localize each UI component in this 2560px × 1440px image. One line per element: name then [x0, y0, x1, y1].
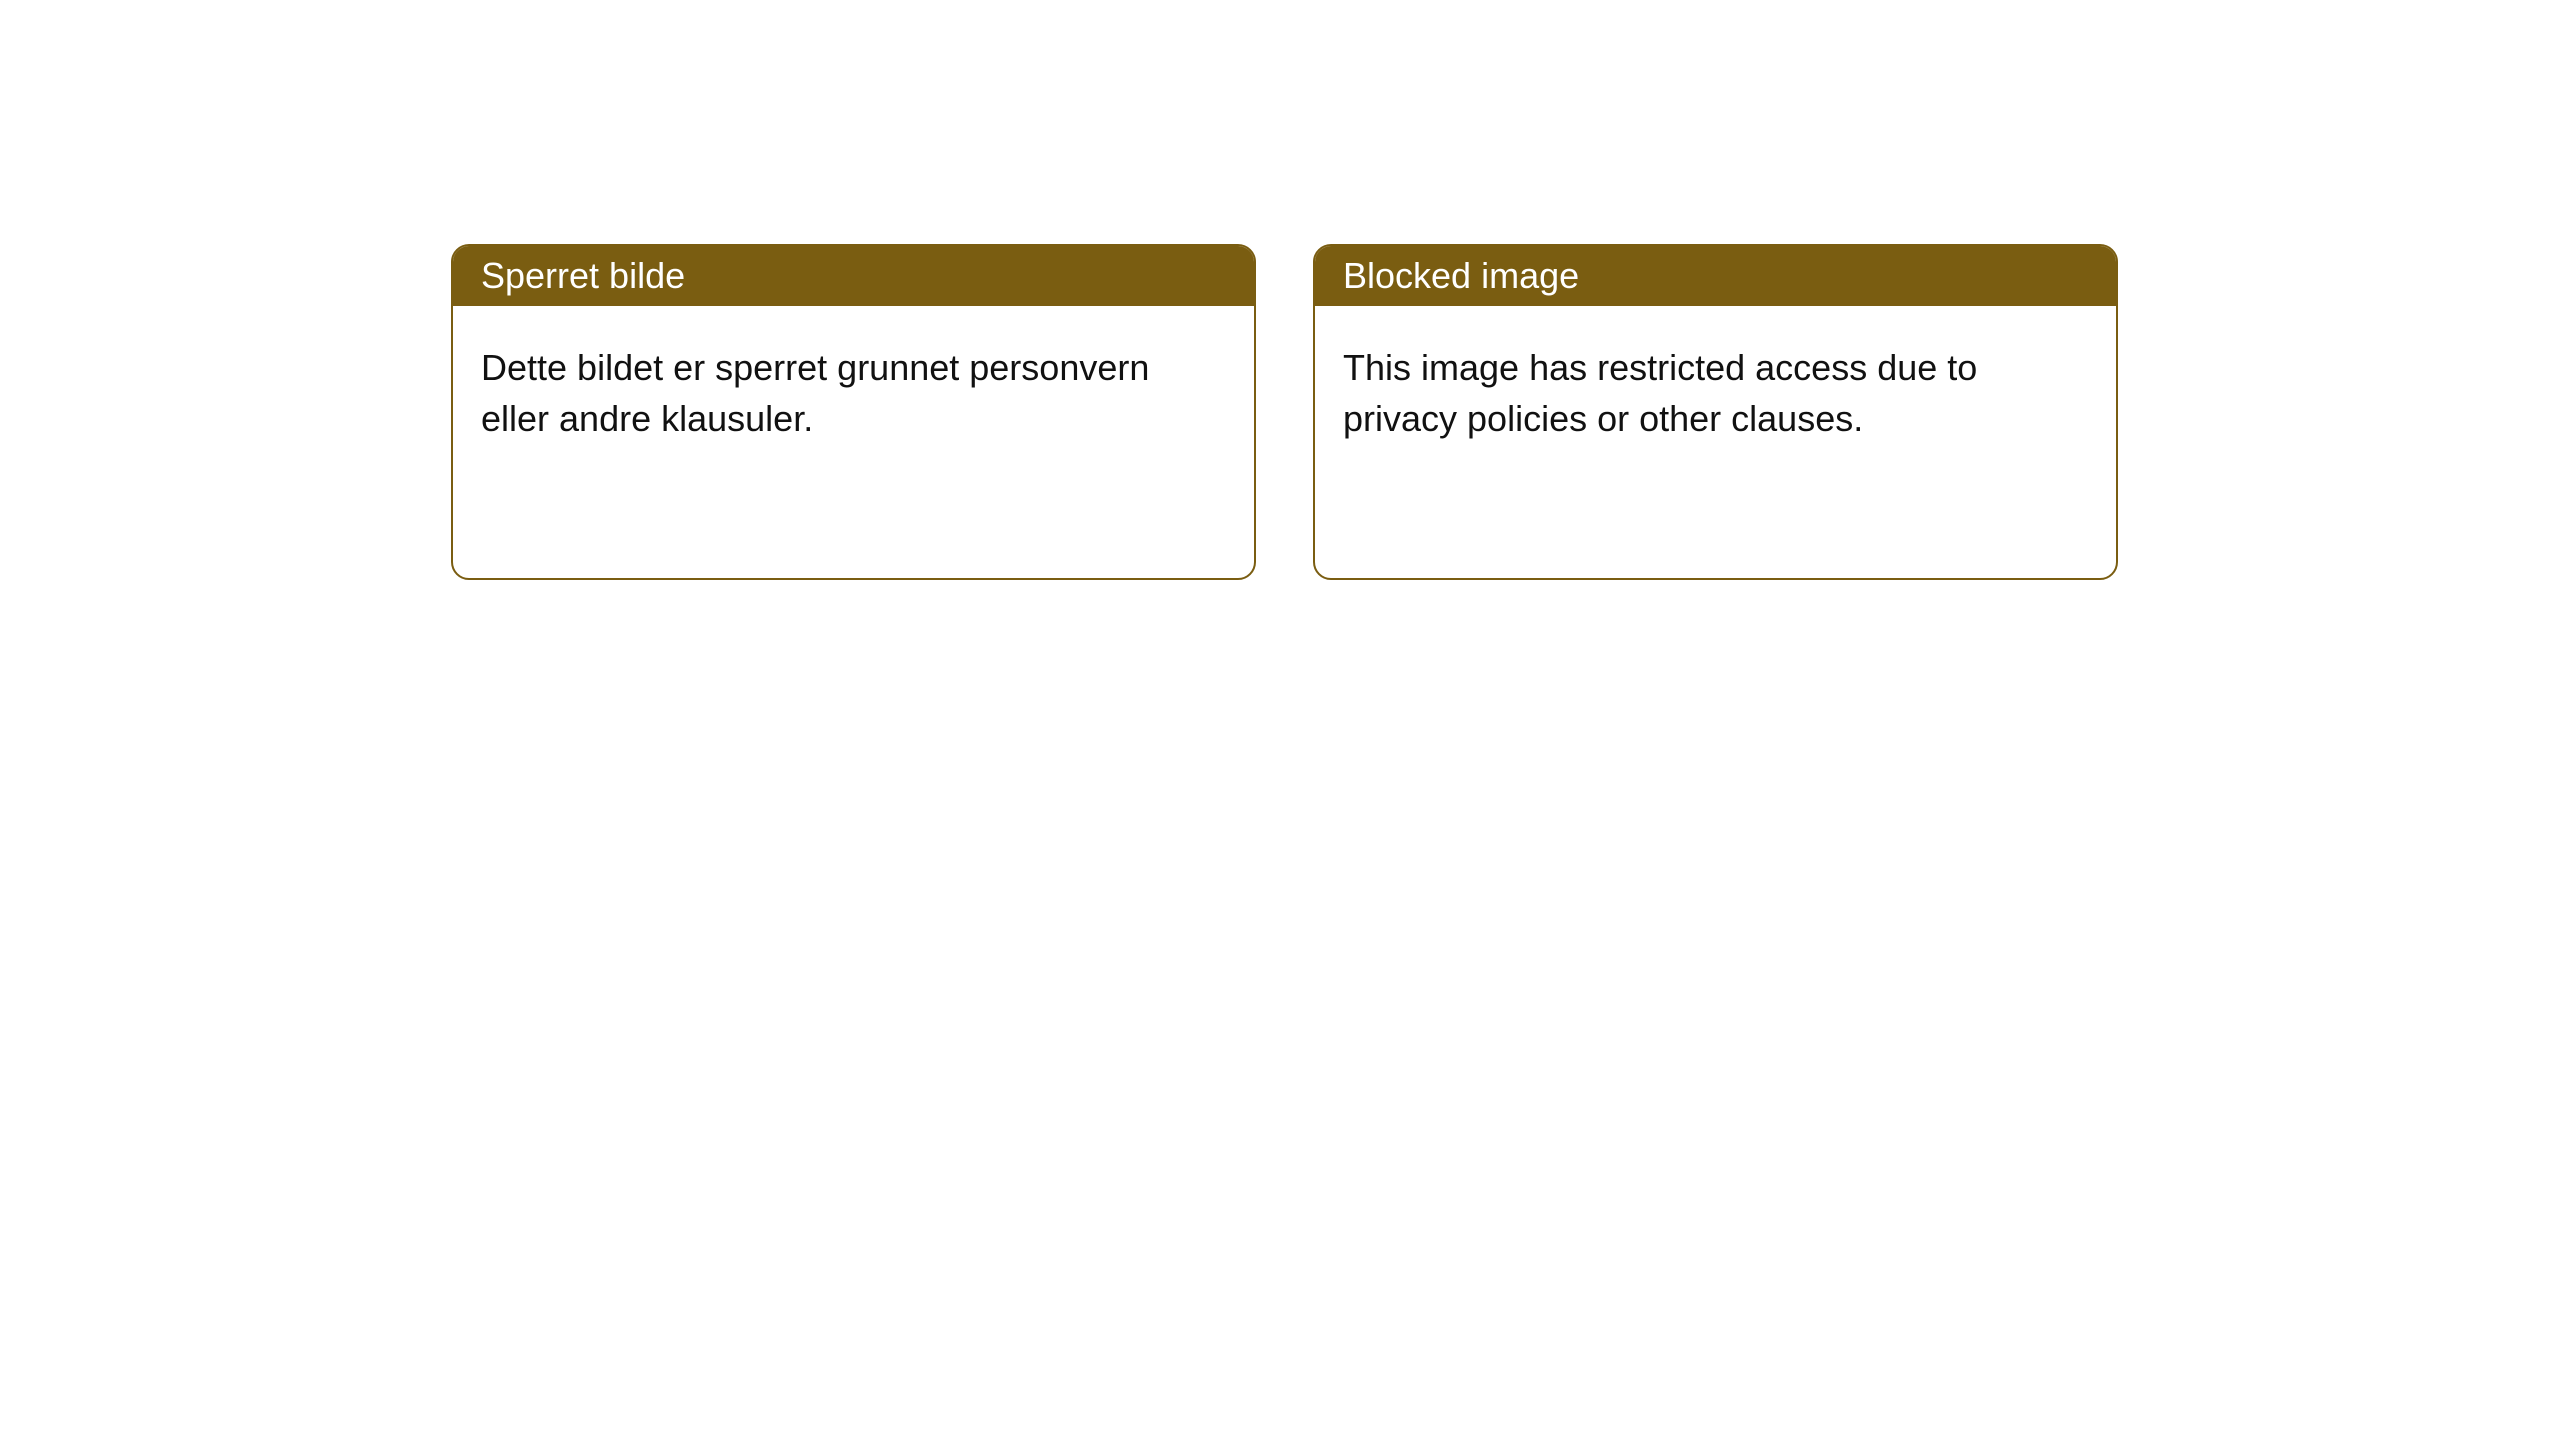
- card-body-text: This image has restricted access due to …: [1343, 347, 1977, 439]
- card-body: This image has restricted access due to …: [1315, 306, 2116, 480]
- card-header: Sperret bilde: [453, 246, 1254, 306]
- card-title: Sperret bilde: [481, 255, 685, 297]
- blocked-image-card-norwegian: Sperret bilde Dette bildet er sperret gr…: [451, 244, 1256, 580]
- blocked-image-card-english: Blocked image This image has restricted …: [1313, 244, 2118, 580]
- card-body-text: Dette bildet er sperret grunnet personve…: [481, 347, 1149, 439]
- cards-container: Sperret bilde Dette bildet er sperret gr…: [0, 0, 2560, 580]
- card-body: Dette bildet er sperret grunnet personve…: [453, 306, 1254, 480]
- card-header: Blocked image: [1315, 246, 2116, 306]
- card-title: Blocked image: [1343, 255, 1579, 297]
